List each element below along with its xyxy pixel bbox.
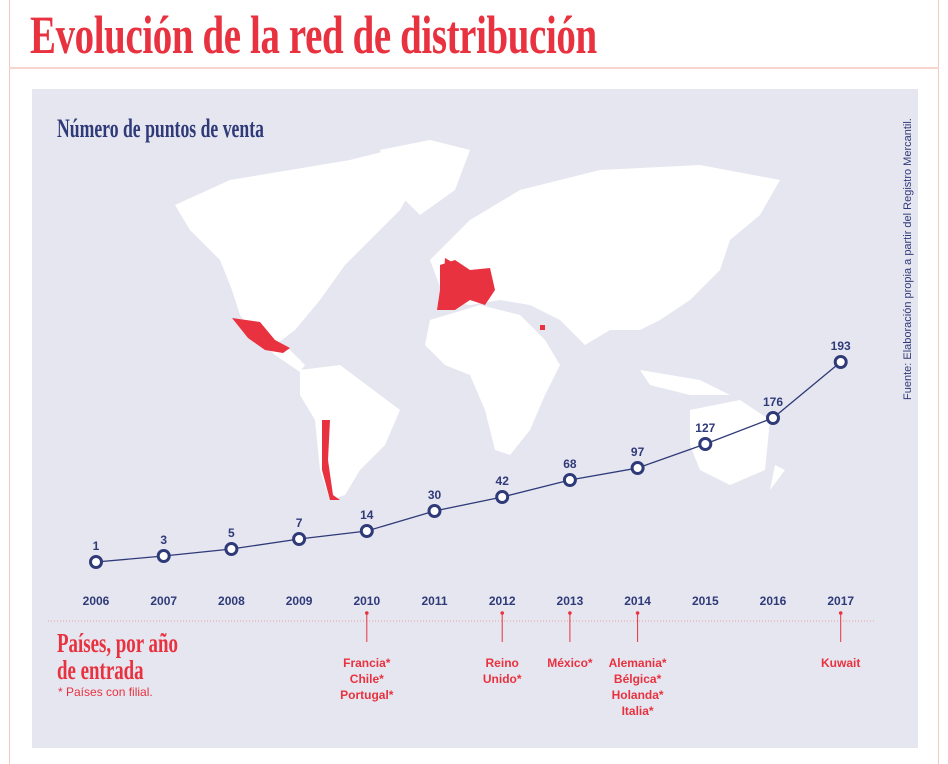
map-africa: [425, 305, 560, 455]
year-tick-label: 2008: [218, 594, 245, 608]
year-tick-label: 2013: [557, 594, 584, 608]
countries-heading-line2: de entrada: [57, 655, 144, 685]
frame: [9, 0, 939, 764]
country-label: Francia*: [343, 656, 391, 670]
data-point: [224, 542, 239, 556]
data-label: 68: [563, 457, 577, 471]
world-map: [175, 140, 785, 500]
data-label: 97: [631, 445, 645, 459]
data-point: [630, 461, 645, 475]
country-label: Holanda*: [612, 688, 664, 702]
map-australia: [690, 400, 770, 485]
data-label: 14: [360, 508, 374, 522]
data-point: [698, 437, 713, 451]
country-label: Kuwait: [821, 656, 860, 670]
country-label: Unido*: [483, 672, 522, 686]
data-label: 7: [296, 516, 303, 530]
data-label: 193: [831, 339, 851, 353]
data-label: 127: [695, 421, 715, 435]
data-point: [562, 473, 577, 487]
data-point: [89, 555, 103, 569]
highlighted-countries: [232, 258, 545, 500]
map-new-zealand: [770, 465, 785, 490]
year-tick-label: 2007: [150, 594, 177, 608]
data-point: [495, 490, 510, 504]
year-tick-label: 2016: [760, 594, 787, 608]
country-label: Bélgica*: [614, 672, 662, 686]
data-label: 3: [160, 533, 167, 547]
year-tick-label: 2006: [83, 594, 110, 608]
map-kuwait: [540, 325, 545, 330]
country-label: Portugal*: [340, 688, 394, 702]
map-south-america: [300, 365, 400, 500]
map-eurasia: [430, 165, 780, 345]
map-greenland: [380, 140, 470, 215]
data-label: 30: [428, 488, 442, 502]
data-label: 5: [228, 526, 235, 540]
map-north-america: [175, 150, 420, 345]
series-line: [95, 361, 842, 563]
data-point: [427, 504, 442, 518]
year-tick-label: 2010: [353, 594, 380, 608]
data-point: [359, 524, 374, 538]
year-tick-label: 2011: [421, 594, 447, 608]
map-chile: [322, 420, 340, 500]
data-label: 1: [93, 539, 100, 553]
data-point: [766, 411, 780, 425]
country-label: México*: [547, 656, 593, 670]
year-tick-label: 2015: [692, 594, 719, 608]
map-uk: [444, 258, 452, 275]
countries-heading: Países, por año de entrada: [57, 630, 178, 684]
map-indonesia: [640, 370, 730, 395]
year-tick-label: 2014: [624, 594, 651, 608]
footnote: * Países con filial.: [58, 685, 153, 699]
data-label: 176: [763, 395, 783, 409]
country-label: Alemania*: [609, 656, 667, 670]
year-tick-label: 2017: [827, 594, 854, 608]
data-point: [156, 549, 171, 563]
country-label: Chile*: [350, 672, 384, 686]
country-label: Reino: [486, 656, 519, 670]
page-title: Evolución de la red de distribución: [30, 5, 597, 65]
data-point: [833, 355, 848, 369]
year-tick-label: 2012: [489, 594, 516, 608]
countries-heading-line1: Países, por año: [57, 628, 178, 658]
divider: [9, 67, 939, 69]
data-label: 42: [496, 474, 510, 488]
line-chart: 1 2006 3 2007 5 2008 7 2009 14 2010 30 2011 42 2012 68…: [83, 339, 861, 718]
map-mexico: [232, 318, 290, 353]
year-tick-label: 2009: [286, 594, 313, 608]
country-label: Italia*: [622, 704, 654, 718]
data-point: [292, 532, 307, 546]
chart-subtitle: Número de puntos de venta: [57, 114, 264, 143]
